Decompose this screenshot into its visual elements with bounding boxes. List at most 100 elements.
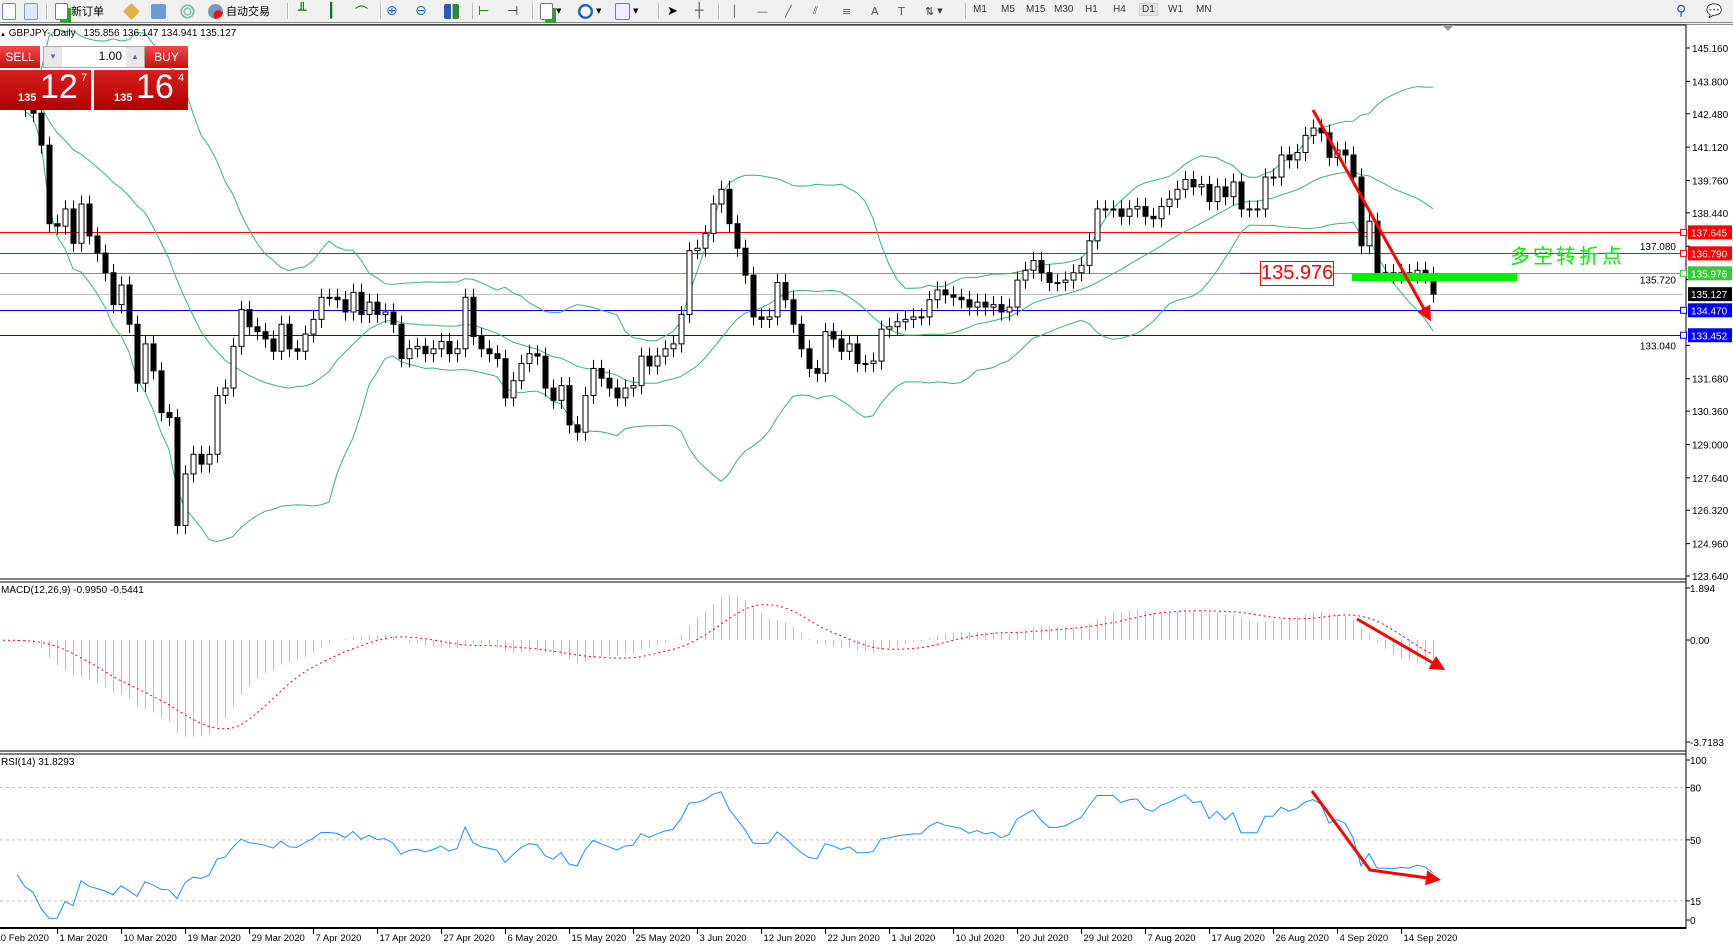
vertical-line-icon: │ — [731, 4, 738, 18]
buy-price-button[interactable]: 135 16 4 — [94, 68, 188, 110]
chat-button[interactable]: 💬 — [1706, 2, 1722, 20]
timeframe-m1[interactable]: M1 — [973, 4, 987, 15]
timeframe-m5[interactable]: M5 — [1001, 4, 1015, 15]
candlestick-chart-button[interactable]: ┃ — [327, 2, 335, 20]
line-handle — [1680, 306, 1687, 314]
bearish-candle-body — [790, 299, 797, 325]
bearish-candle-body — [782, 282, 789, 301]
text-tool[interactable]: A — [871, 2, 879, 20]
periods-button[interactable]: ▼ — [578, 2, 601, 20]
candle — [1366, 212, 1373, 255]
bearish-candle-body — [134, 323, 141, 384]
tile-windows-button[interactable] — [444, 2, 459, 20]
collapse-triangle-icon[interactable]: ▲ — [0, 32, 6, 38]
rsi-tick-label: 0 — [1690, 916, 1696, 927]
candle — [94, 227, 101, 262]
candle — [902, 310, 909, 331]
rsi-down-arrow — [1310, 790, 1441, 886]
vertical-line-tool[interactable]: │ — [731, 2, 738, 20]
new-order-button[interactable]: 新订单 — [55, 2, 104, 20]
bullish-candle-body — [678, 313, 685, 345]
timeframe-h4[interactable]: H4 — [1113, 4, 1126, 15]
zoom-out-button[interactable]: ⊖ — [415, 2, 427, 20]
bearish-candle-body — [110, 272, 117, 306]
chart-shift-marker[interactable] — [1442, 25, 1454, 31]
autoscroll-button[interactable]: ⊣ — [507, 2, 518, 20]
candle — [214, 386, 221, 463]
timeframe-m15[interactable]: M15 — [1026, 4, 1046, 15]
trendline-tool[interactable]: ╱ — [785, 2, 792, 20]
macd-tick-label: 0.00 — [1690, 636, 1710, 647]
rsi-axis: 100 80 50 15 0 — [1686, 756, 1707, 927]
candle — [334, 288, 341, 309]
pivot-point-text[interactable]: 多空转折点 — [1510, 244, 1625, 268]
timeframe-d1[interactable]: D1 — [1139, 3, 1158, 16]
lot-increase-button[interactable]: ▲ — [126, 47, 144, 67]
auto-trading-button[interactable]: 自动交易 — [208, 2, 270, 20]
fibonacci-tool[interactable]: ≡ — [842, 2, 851, 20]
price-tick-label: 129.000 — [1692, 440, 1729, 451]
candle — [1302, 126, 1309, 162]
candle — [862, 354, 869, 373]
bullish-candle-body — [1262, 176, 1269, 210]
lot-size-input[interactable]: 1.00 — [98, 49, 122, 63]
lot-size-stepper[interactable]: ▼ 1.00 ▲ — [43, 46, 145, 68]
chart-title: ▲ GBPJPY-,Daily 135.856 136.147 134.941 … — [0, 28, 236, 39]
price-line-label-bg — [1688, 266, 1732, 281]
bearish-candle-body — [646, 355, 653, 367]
horizontal-line-tool[interactable]: — — [757, 2, 768, 20]
equidistant-channel-tool[interactable]: ⫽ — [813, 2, 818, 20]
bearish-candle-body — [334, 296, 341, 301]
text-label-tool[interactable]: T — [898, 2, 905, 20]
templates-button[interactable]: ▼ — [615, 2, 638, 20]
bearish-candle-body — [1150, 215, 1157, 220]
candle — [398, 315, 405, 368]
arrows-tool[interactable]: ⇅ ▼ — [925, 2, 943, 20]
level-price-label[interactable]: 135.976 — [1260, 261, 1334, 286]
timeframe-h1[interactable]: H1 — [1085, 4, 1098, 15]
indicators-button[interactable]: ▼ — [540, 2, 561, 20]
candle — [1054, 273, 1061, 292]
bearish-candle-body — [166, 412, 173, 419]
profiles-button[interactable] — [24, 2, 38, 20]
cursor-tool[interactable]: ➤ — [667, 2, 678, 20]
candle — [558, 377, 565, 409]
timeframe-w1[interactable]: W1 — [1168, 4, 1183, 15]
bearish-candle-body — [254, 326, 261, 333]
sell-price-button[interactable]: 135 12 7 — [0, 68, 91, 110]
bullish-candle-body — [1078, 264, 1085, 274]
line-chart-button[interactable]: ⌒ — [355, 2, 368, 21]
bar-chart-button[interactable]: ╨ — [298, 2, 306, 20]
candle — [1430, 266, 1437, 303]
crosshair-tool[interactable]: ┼ — [695, 2, 703, 20]
candle — [1078, 256, 1085, 282]
terminal-button[interactable] — [151, 2, 166, 20]
lot-decrease-button[interactable]: ▼ — [44, 47, 62, 67]
date-tick-label: 26 Aug 2020 — [1276, 933, 1329, 944]
date-tick-label: 27 Apr 2020 — [444, 933, 495, 944]
timeframe-mn[interactable]: MN — [1196, 4, 1212, 15]
bearish-candle-body — [1118, 208, 1125, 217]
candle — [622, 379, 629, 407]
buy-button[interactable]: BUY — [145, 46, 188, 68]
bullish-candle-body — [974, 301, 981, 308]
bollinger-middle-band — [8, 91, 1434, 389]
date-tick-label: 6 May 2020 — [508, 933, 558, 944]
toolbar-separator — [718, 3, 720, 19]
chart-shift-button[interactable]: ⊢ — [478, 2, 489, 20]
price-tick-label: 137.080 — [1640, 242, 1677, 253]
candle — [1342, 141, 1349, 164]
signals-button[interactable] — [180, 2, 195, 20]
candle — [1094, 200, 1101, 250]
sell-button[interactable]: SELL — [0, 46, 40, 68]
candle — [958, 288, 965, 309]
zoom-in-button[interactable]: ⊕ — [386, 2, 398, 20]
chat-bubbles-icon: 💬 — [1706, 3, 1723, 19]
new-chart-button[interactable] — [2, 2, 16, 20]
candle — [1350, 146, 1357, 186]
timeframe-m30[interactable]: M30 — [1054, 4, 1074, 15]
bullish-candle-body — [462, 296, 469, 350]
candle — [174, 408, 181, 535]
search-button[interactable]: ⚲ — [1676, 2, 1686, 20]
